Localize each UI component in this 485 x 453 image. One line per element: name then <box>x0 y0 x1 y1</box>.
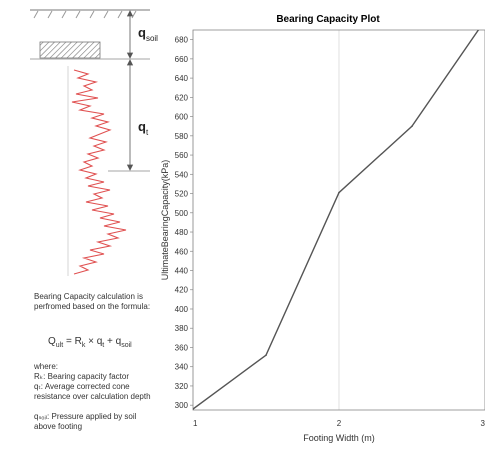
y-tick-label: 580 <box>175 132 189 141</box>
y-tick-label: 560 <box>175 151 189 160</box>
bearing-capacity-chart: Bearing Capacity Plot 300 320 340 360 380 400… <box>160 14 485 443</box>
definition-qsoil: qₛₒᵢₗ: Pressure applied by soil above fo… <box>34 412 137 431</box>
y-tick-label: 420 <box>175 286 189 295</box>
chart-title: Bearing Capacity Plot <box>276 14 380 25</box>
y-tick-label: 320 <box>175 382 189 391</box>
y-tick-label: 660 <box>175 55 189 64</box>
y-tick-label: 620 <box>175 93 189 102</box>
y-tick-label: 680 <box>175 36 189 45</box>
ground-hatch <box>33 10 137 19</box>
plot-area <box>192 29 485 411</box>
data-point <box>338 191 340 194</box>
y-axis-label: UltimateBearingCapacity(kPa) <box>160 160 170 281</box>
y-tick-label: 500 <box>175 209 189 218</box>
y-tick-label: 440 <box>175 267 189 276</box>
where-label: where: <box>34 362 59 371</box>
data-point <box>265 354 267 356</box>
cpt-diagram: qsoil qt <box>30 9 158 276</box>
definition-rk: Rₖ: Bearing capacity factor <box>34 372 130 381</box>
y-tick-label: 640 <box>175 74 189 83</box>
footing-block <box>39 41 101 59</box>
definition-qt: qₜ: Average corrected cone resistance ov… <box>34 382 151 401</box>
q-t-dimension <box>126 59 134 171</box>
y-axis-ticks: 300 320 340 360 380 400 420 440 460 480 500 520 540 5… <box>175 36 193 410</box>
y-tick-label: 380 <box>175 324 189 333</box>
x-axis-label: Footing Width (m) <box>303 433 375 443</box>
q-t-label: qt <box>138 119 149 137</box>
y-tick-label: 400 <box>175 305 189 314</box>
x-tick-label: 1 <box>193 419 198 428</box>
x-tick-label: 2 <box>337 419 342 428</box>
y-tick-label: 540 <box>175 170 189 179</box>
y-tick-label: 360 <box>175 343 189 352</box>
q-soil-dimension <box>126 10 134 59</box>
x-axis-ticks: 1 2 3 <box>193 419 485 428</box>
q-soil-label: qsoil <box>138 25 158 43</box>
x-tick-label: 3 <box>481 419 485 428</box>
bearing-formula: Qult = Rk × qt + qsoil <box>48 336 132 349</box>
y-tick-label: 300 <box>175 401 189 410</box>
cone-resistance-trace <box>71 69 127 275</box>
data-point <box>411 125 413 128</box>
chart-grid <box>192 30 485 410</box>
y-tick-label: 520 <box>175 190 189 199</box>
data-point <box>193 408 194 410</box>
series-points <box>193 125 413 410</box>
y-tick-label: 460 <box>175 247 189 256</box>
y-tick-label: 480 <box>175 228 189 237</box>
y-tick-label: 600 <box>175 113 189 122</box>
y-tick-label: 340 <box>175 363 189 372</box>
formula-intro: Bearing Capacity calculation is perfrome… <box>34 292 151 311</box>
